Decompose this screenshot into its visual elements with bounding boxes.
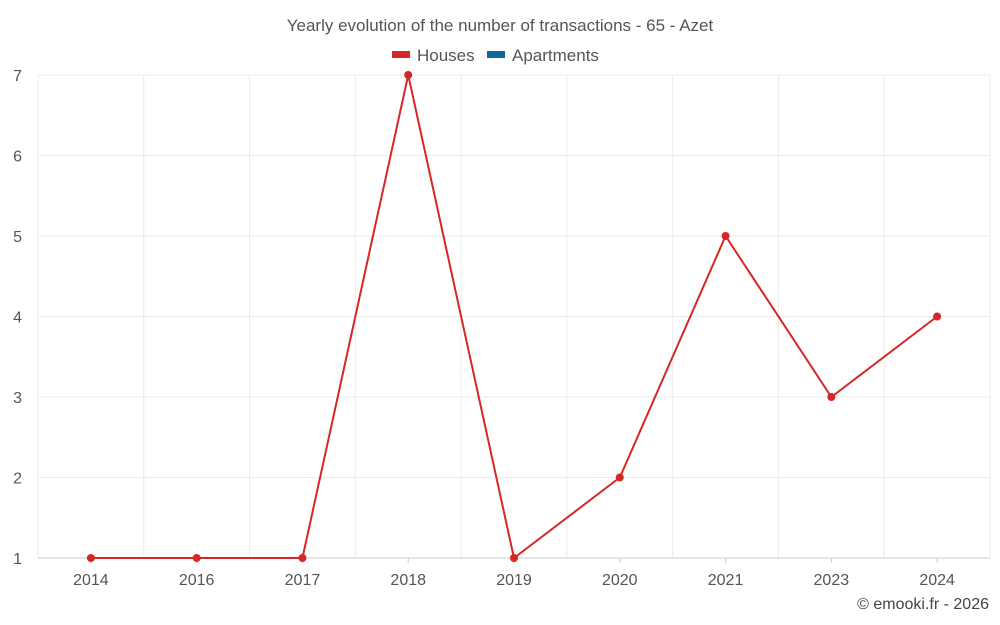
- data-point-houses-2016[interactable]: [192, 554, 201, 562]
- axes: 1 2 3 4 5 6 7 2014 2016 2017 2018 2019 2020 2021 2023 2…: [13, 68, 990, 589]
- grid: [37, 74, 991, 558]
- x-tick-label: 2016: [179, 572, 215, 589]
- y-tick-label: 1: [13, 551, 22, 568]
- credit-text: © emooki.fr - 2026: [857, 596, 989, 613]
- y-tick-label: 4: [13, 310, 22, 327]
- legend-label: Houses: [417, 46, 475, 65]
- data-point-houses-2020[interactable]: [615, 473, 624, 482]
- data-point-houses-2019[interactable]: [510, 554, 518, 562]
- x-tick-label: 2024: [919, 572, 955, 589]
- y-tick-label: 3: [13, 390, 22, 407]
- series-layer: [86, 71, 942, 562]
- x-tick-label: 2019: [496, 572, 532, 589]
- legend-swatch: [392, 51, 410, 58]
- x-tick-label: 2017: [285, 572, 321, 589]
- legend-swatch: [487, 51, 505, 58]
- y-tick-label: 5: [13, 229, 22, 246]
- data-point-houses-2024[interactable]: [933, 312, 942, 321]
- x-tick-label: 2020: [602, 572, 638, 589]
- y-tick-label: 7: [13, 68, 22, 85]
- y-tick-label: 6: [13, 149, 22, 166]
- legend-label: Apartments: [512, 46, 599, 65]
- x-tick-label: 2018: [390, 572, 426, 589]
- chart-title: Yearly evolution of the number of transa…: [287, 16, 714, 35]
- data-point-houses-2014[interactable]: [86, 554, 95, 562]
- x-tick-label: 2014: [73, 572, 109, 589]
- y-tick-label: 2: [13, 471, 22, 488]
- x-tick-label: 2023: [814, 572, 850, 589]
- data-point-houses-2021[interactable]: [721, 232, 730, 240]
- x-tick-label: 2021: [708, 572, 744, 589]
- data-point-houses-2017[interactable]: [298, 554, 307, 562]
- legend: Houses Apartments: [392, 46, 599, 65]
- legend-item-houses[interactable]: Houses: [392, 46, 475, 65]
- data-point-houses-2023[interactable]: [827, 393, 836, 401]
- legend-item-apartments[interactable]: Apartments: [487, 46, 599, 65]
- data-point-houses-2018[interactable]: [404, 71, 413, 79]
